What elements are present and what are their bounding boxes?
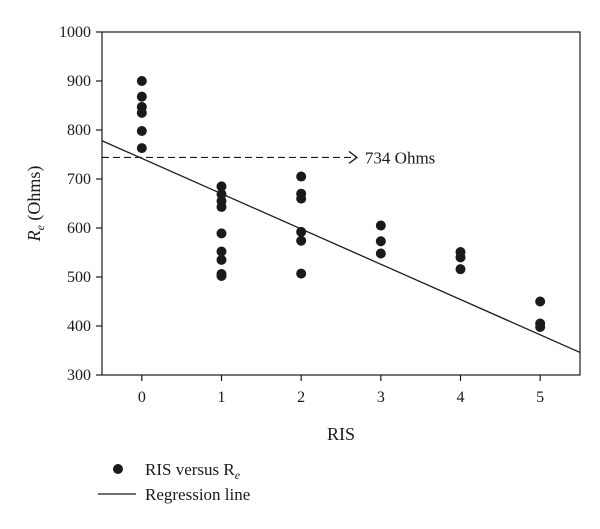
data-point — [216, 181, 227, 192]
data-point — [375, 248, 386, 259]
x-axis-ticks: 0 1 2 3 4 5 — [138, 375, 544, 406]
x-tick-label: 5 — [536, 389, 544, 406]
y-tick-label: 500 — [67, 269, 91, 286]
y-axis-label-symbol: R — [24, 230, 44, 242]
data-point — [535, 296, 546, 307]
data-point — [136, 76, 147, 86]
data-point — [216, 201, 227, 212]
y-axis-ticks: 300 400 500 600 700 800 900 1000 — [59, 24, 102, 384]
annotation-label: 734 Ohms — [365, 148, 435, 167]
legend: RIS versus Re Regression line — [98, 460, 250, 504]
x-axis-label: RIS — [327, 424, 355, 444]
legend-marker-scatter — [113, 464, 123, 474]
legend-label-line: Regression line — [145, 485, 250, 504]
y-axis-label-subscript: e — [33, 224, 47, 230]
y-tick-label: 400 — [67, 318, 91, 335]
data-point — [136, 91, 147, 102]
y-tick-label: 800 — [67, 122, 91, 139]
annotation-group: 734 Ohms — [102, 148, 435, 167]
y-tick-label: 900 — [67, 73, 91, 90]
data-point — [455, 264, 466, 275]
data-point — [535, 321, 546, 332]
annotation-arrow-head — [348, 150, 359, 164]
y-axis-label-unit: (Ohms) — [24, 166, 45, 226]
data-point — [216, 228, 227, 239]
data-point — [455, 252, 466, 263]
x-tick-label: 3 — [377, 389, 385, 406]
regression-line-group — [101, 140, 581, 354]
data-point — [375, 236, 386, 247]
y-tick-label: 600 — [67, 220, 91, 237]
y-tick-label: 1000 — [59, 24, 91, 41]
x-tick-label: 1 — [218, 389, 226, 406]
y-axis-label: Re (Ohms) — [24, 166, 47, 243]
legend-label-scatter-main: RIS versus R — [145, 460, 235, 479]
data-point — [216, 254, 227, 265]
legend-label-scatter: RIS versus Re — [145, 460, 241, 482]
y-tick-label: 700 — [67, 171, 91, 188]
x-tick-label: 4 — [457, 389, 465, 406]
data-point — [136, 107, 147, 118]
data-point — [136, 143, 147, 154]
data-point — [296, 235, 307, 246]
regression-line — [101, 140, 581, 354]
data-points — [136, 76, 546, 332]
x-tick-label: 0 — [138, 389, 146, 406]
data-point — [375, 220, 386, 231]
data-point — [216, 271, 227, 282]
data-point — [296, 171, 307, 182]
data-point — [296, 193, 307, 204]
plot-frame — [101, 31, 581, 376]
y-tick-label: 300 — [67, 367, 91, 384]
x-tick-label: 2 — [297, 389, 305, 406]
data-point — [296, 268, 307, 279]
legend-label-scatter-sub: e — [235, 468, 241, 482]
data-point — [136, 125, 147, 136]
data-point — [216, 246, 227, 257]
plot-area — [101, 31, 581, 376]
